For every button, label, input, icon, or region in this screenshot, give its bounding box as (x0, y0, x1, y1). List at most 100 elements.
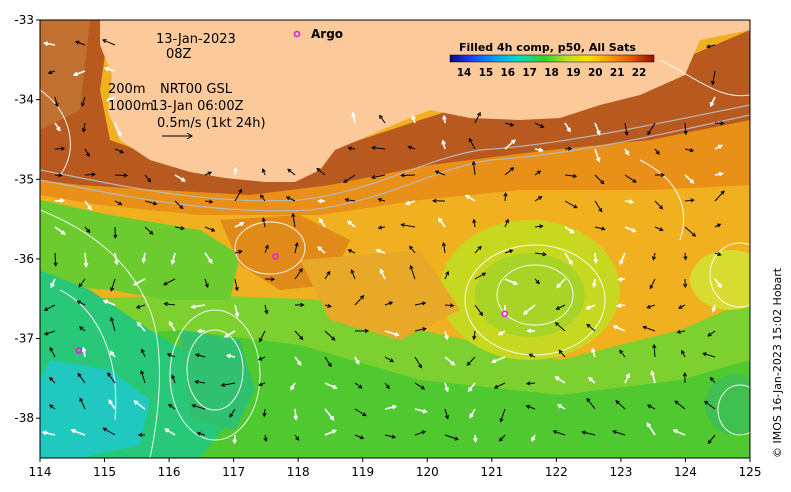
current-arrow (612, 430, 626, 436)
current-arrow (414, 356, 422, 369)
current-arrow (714, 144, 723, 150)
current-arrow (652, 343, 657, 358)
current-arrow (174, 226, 186, 231)
current-arrow (434, 170, 446, 176)
colorbar-tick-label: 20 (588, 67, 603, 79)
current-arrow (384, 330, 400, 337)
current-arrow (70, 428, 86, 436)
current-arrow (564, 226, 575, 234)
current-arrow (407, 145, 416, 150)
current-arrow (654, 172, 665, 178)
y-tick-label: -35 (14, 172, 34, 186)
x-axis: 114 115 116 117 118 119 120 121 122 123 124 125 (29, 458, 761, 479)
current-arrow (464, 194, 476, 202)
current-arrow (654, 226, 664, 232)
current-arrow (714, 171, 724, 177)
current-arrow (414, 301, 427, 306)
current-arrow (504, 218, 509, 228)
current-arrow (581, 430, 596, 436)
current-arrow (350, 269, 356, 280)
current-arrow (714, 252, 722, 257)
current-arrow (504, 249, 514, 254)
current-arrow (174, 174, 186, 182)
current-arrow (503, 192, 508, 202)
current-arrow (684, 226, 697, 237)
current-arrow (223, 330, 236, 338)
current-arrow (684, 174, 695, 184)
current-arrow (136, 321, 146, 332)
current-arrow (43, 330, 56, 336)
current-arrow (234, 304, 240, 318)
current-arrow (294, 268, 303, 280)
current-arrow (564, 252, 573, 266)
current-arrow (384, 434, 397, 439)
argo-float-marker (75, 347, 83, 354)
x-tick-label: 119 (351, 465, 374, 479)
current-arrow (646, 404, 656, 410)
current-arrow (263, 434, 268, 443)
current-arrow (354, 382, 363, 389)
x-tick-label: 117 (222, 465, 245, 479)
current-arrow (681, 349, 686, 358)
current-arrow (103, 66, 116, 72)
current-arrow (554, 322, 566, 332)
current-arrow (676, 329, 686, 334)
current-arrow (347, 249, 356, 254)
current-arrow (346, 220, 356, 228)
current-arrow (709, 96, 716, 108)
current-arrow (324, 270, 331, 280)
current-arrow (294, 330, 304, 341)
colorbar-tick-label: 21 (610, 67, 625, 79)
current-arrow (414, 382, 426, 390)
current-arrow (379, 114, 386, 124)
current-arrow (624, 148, 630, 156)
current-arrow (84, 172, 96, 177)
current-arrow (649, 278, 656, 290)
current-arrow (564, 173, 578, 179)
current-arrow (616, 303, 626, 308)
current-arrow (377, 225, 386, 230)
current-arrow (646, 304, 656, 309)
current-arrow (354, 356, 360, 365)
current-arrow (594, 226, 606, 231)
current-arrow (591, 347, 596, 358)
current-arrow (400, 173, 416, 178)
y-axis: -33 -34 -35 -36 -37 -38 (14, 13, 40, 425)
current-arrow (324, 330, 336, 341)
current-arrow (647, 122, 656, 136)
current-arrow (474, 272, 487, 280)
current-arrow (84, 226, 91, 234)
current-arrow (555, 304, 566, 310)
current-arrow (504, 278, 519, 286)
current-arrow (702, 352, 716, 358)
colorbar-tick-label: 17 (522, 67, 537, 79)
current-arrow (78, 278, 86, 288)
current-arrow (259, 330, 266, 343)
gsl-product: NRT00 GSL (160, 82, 233, 97)
current-arrow (672, 429, 686, 436)
current-arrow (444, 303, 455, 308)
current-arrow (287, 168, 296, 176)
current-arrow (564, 122, 571, 133)
current-arrow (642, 325, 656, 332)
colorbar-tick-label: 16 (500, 67, 515, 79)
current-arrow (526, 381, 536, 386)
current-arrow (76, 300, 86, 306)
current-arrow (534, 196, 543, 202)
current-arrow (166, 353, 176, 358)
current-arrow (468, 137, 476, 150)
current-arrow (293, 408, 299, 421)
current-arrow (233, 166, 238, 176)
current-arrow (587, 376, 596, 384)
current-arrow (586, 323, 596, 332)
current-arrow (554, 376, 566, 384)
current-arrow (384, 382, 390, 390)
current-arrow (204, 199, 214, 204)
current-arrow (411, 114, 416, 124)
current-arrow (683, 278, 688, 289)
current-arrow (444, 330, 449, 341)
colorbar-tick-label: 14 (457, 67, 472, 79)
y-tick-label: -36 (14, 252, 34, 266)
current-arrow (594, 148, 601, 163)
